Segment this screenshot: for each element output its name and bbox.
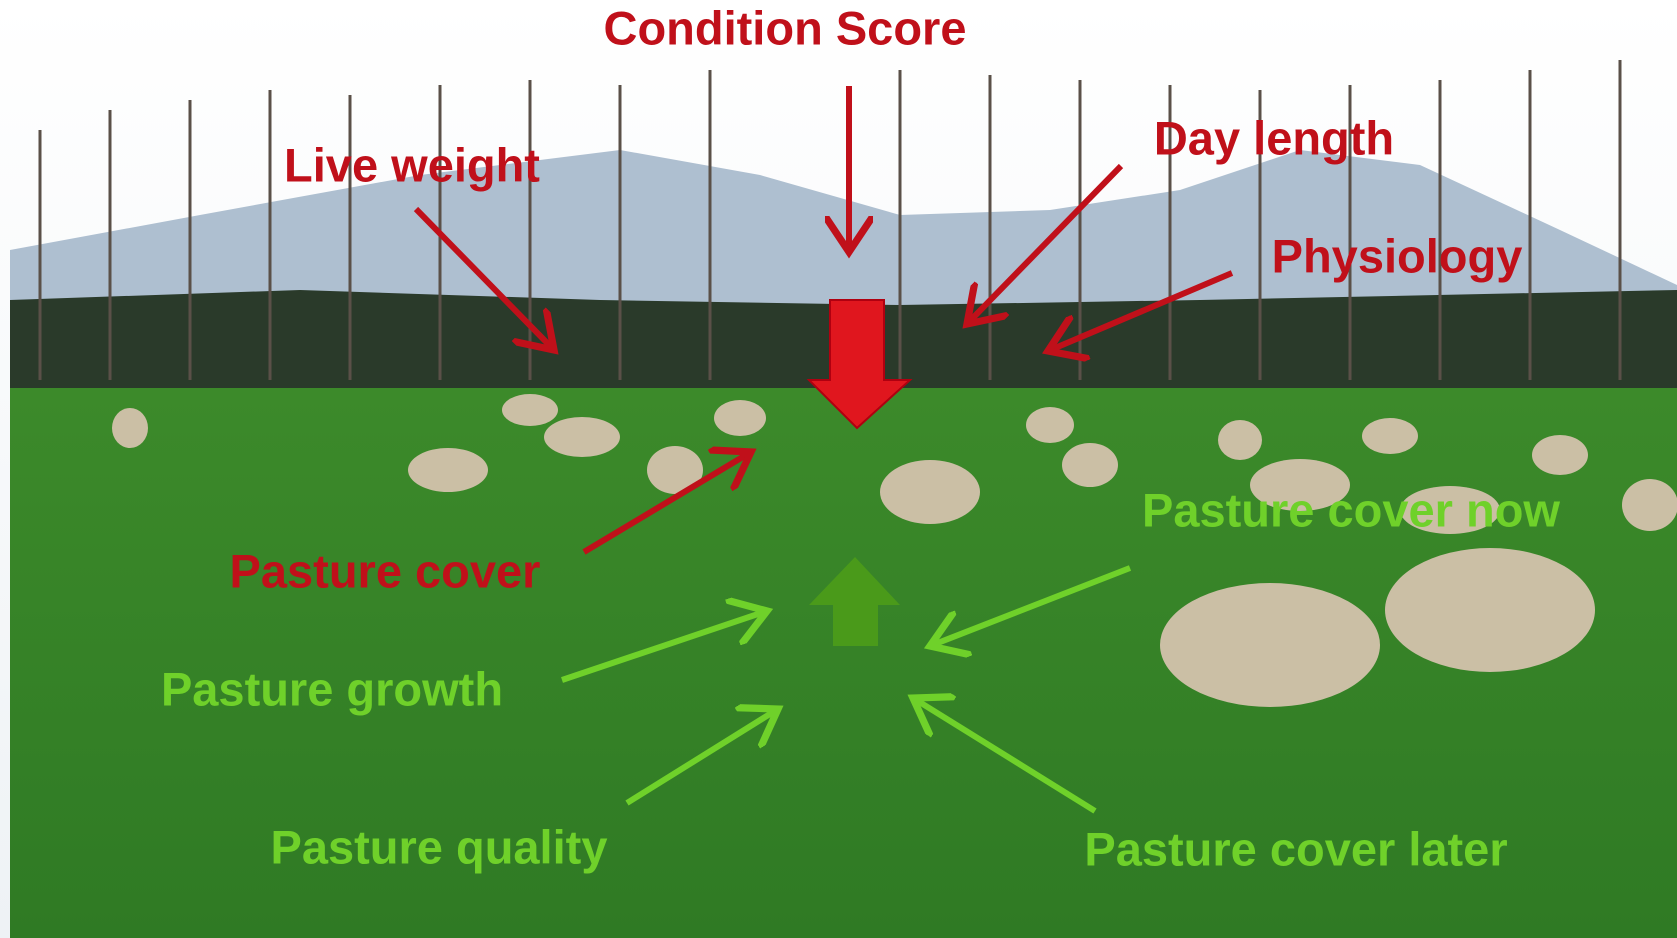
scene: Condition Score Live weight Day length P… — [0, 0, 1677, 938]
factor-label: Pasture cover — [230, 544, 541, 597]
factor-label: Day length — [1154, 111, 1394, 164]
factor-label: Pasture growth — [161, 662, 503, 715]
photo — [0, 0, 1677, 938]
factor-label: Physiology — [1272, 229, 1523, 282]
factor-label: Pasture quality — [271, 820, 608, 873]
factor-label: Live weight — [284, 138, 540, 191]
title: Condition Score — [604, 1, 967, 54]
factor-label: Pasture cover now — [1142, 483, 1560, 536]
factor-label: Pasture cover later — [1084, 822, 1507, 875]
